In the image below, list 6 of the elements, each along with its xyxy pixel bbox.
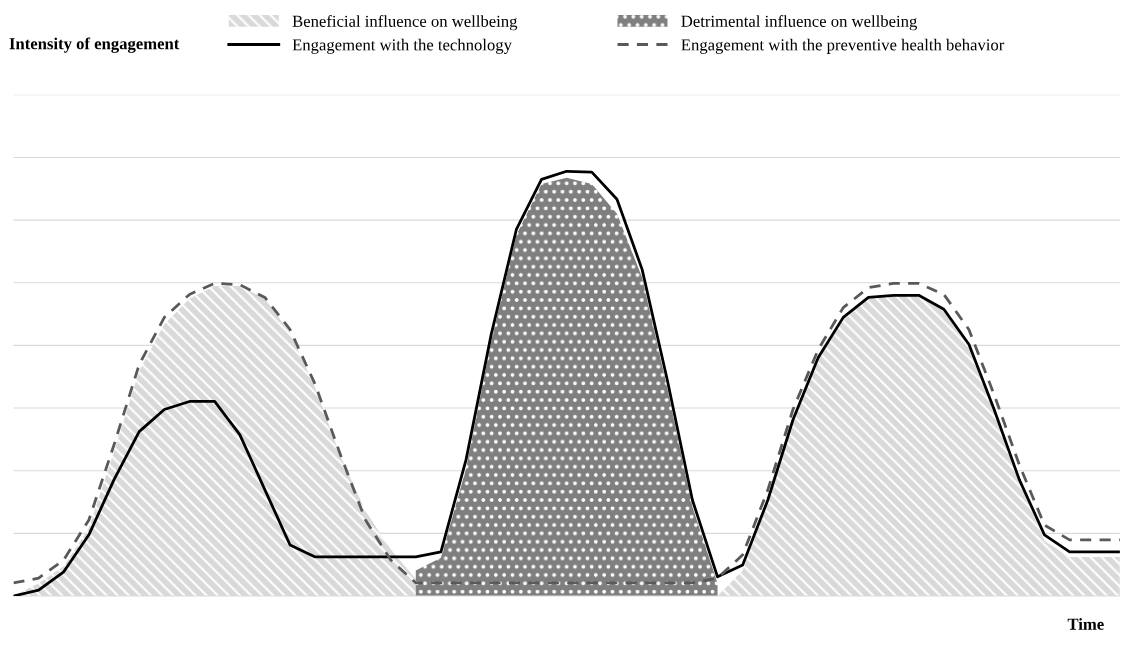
x-axis-title: Time xyxy=(1067,618,1104,630)
legend-label: Engagement with the preventive health behavior xyxy=(681,38,1005,54)
legend-label: Detrimental influence on wellbeing xyxy=(681,15,917,31)
legend-label: Beneficial influence on wellbeing xyxy=(292,15,518,31)
legend-label: Engagement with the technology xyxy=(292,38,512,54)
text: Intensity of engagement xyxy=(9,37,180,53)
